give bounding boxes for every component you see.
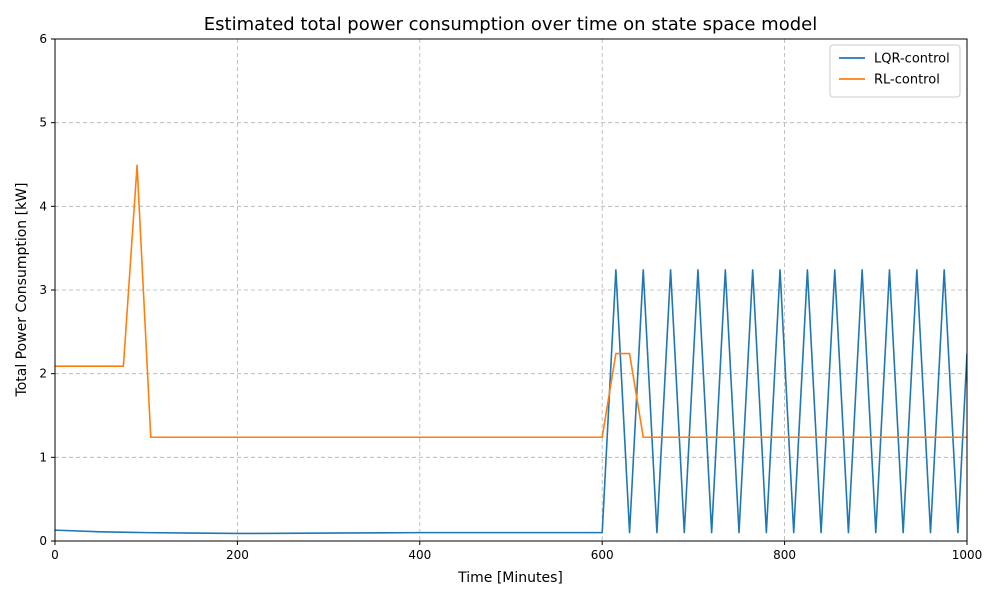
x-axis-label: Time [Minutes] bbox=[457, 570, 563, 586]
series-line-rl-control bbox=[55, 164, 967, 439]
series-layer bbox=[55, 164, 967, 535]
axis-ticks: 0 200 400 600 800 1000 0 1 2 3 4 5 6 bbox=[39, 32, 982, 562]
series-line-lqr-control bbox=[55, 269, 967, 535]
x-tick-label: 600 bbox=[591, 548, 614, 562]
y-tick-label: 1 bbox=[39, 450, 47, 464]
y-tick-label: 3 bbox=[39, 283, 47, 297]
x-tick-label: 1000 bbox=[952, 548, 983, 562]
y-tick-label: 4 bbox=[39, 199, 47, 213]
x-tick-label: 0 bbox=[51, 548, 59, 562]
grid-lines bbox=[55, 39, 967, 541]
legend-label: RL-control bbox=[874, 73, 940, 88]
chart-title: Estimated total power consumption over t… bbox=[204, 14, 817, 35]
x-tick-label: 200 bbox=[226, 548, 249, 562]
y-tick-label: 2 bbox=[39, 367, 47, 381]
x-tick-label: 400 bbox=[408, 548, 431, 562]
y-tick-label: 6 bbox=[39, 32, 47, 46]
y-tick-label: 5 bbox=[39, 116, 47, 130]
y-tick-label: 0 bbox=[39, 534, 47, 548]
y-axis-label: Total Power Consumption [kW] bbox=[14, 183, 30, 398]
x-tick-label: 800 bbox=[773, 548, 796, 562]
legend: LQR-control RL-control bbox=[829, 44, 961, 98]
legend-label: LQR-control bbox=[874, 52, 950, 67]
